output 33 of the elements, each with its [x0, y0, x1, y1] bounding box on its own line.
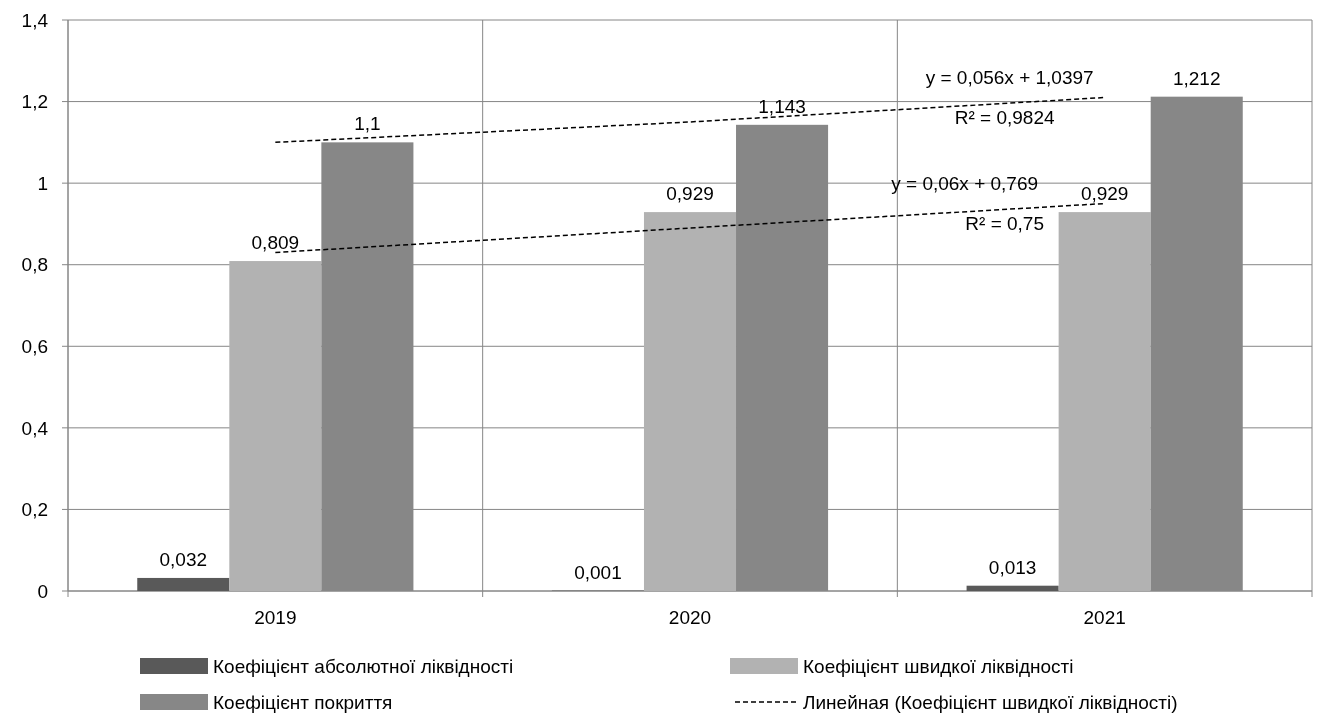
bar: [643, 212, 737, 591]
data-label: 1,1: [354, 113, 381, 135]
annotation: y = 0,06x + 0,769: [891, 173, 1039, 195]
y-tick-label: 0: [37, 580, 48, 602]
data-label: 0,013: [988, 556, 1037, 578]
x-tick-label: 2021: [1083, 607, 1126, 628]
bar: [137, 577, 230, 591]
x-tick-label: 2020: [668, 607, 712, 628]
annotation: R² = 0,9824: [954, 107, 1055, 129]
annotation: y = 0,056x + 1,0397: [925, 67, 1094, 89]
data-label: 1,143: [758, 95, 806, 117]
y-tick-label: 0,4: [21, 417, 49, 439]
data-label: 0,001: [574, 561, 622, 583]
data-label: 0,032: [159, 548, 208, 570]
y-tick-label: 0,6: [21, 335, 48, 357]
data-label: 0,809: [251, 232, 300, 254]
x-tick-label: 2019: [254, 607, 297, 628]
legend-label: Коефіцієнт покриття: [213, 692, 393, 713]
bar: [229, 261, 322, 591]
y-tick-label: 0,2: [21, 499, 48, 521]
legend-label: Линейная (Коефіцієнт швидкої ліквідності): [803, 692, 1178, 713]
y-tick-label: 1,4: [21, 9, 49, 31]
legend-label: Коефіцієнт швидкої ліквідності: [803, 656, 1074, 677]
data-label: 0,929: [666, 183, 714, 205]
data-label: 0,929: [1080, 183, 1129, 205]
annotation: R² = 0,75: [965, 213, 1045, 235]
bar: [966, 585, 1059, 591]
y-tick-label: 1: [37, 172, 48, 194]
data-label: 1,212: [1172, 67, 1221, 89]
bar: [1058, 212, 1151, 591]
legend-label: Коефіцієнт абсолютної ліквідності: [213, 656, 514, 677]
y-tick-label: 0,8: [21, 254, 48, 276]
y-tick-label: 1,2: [21, 91, 48, 113]
